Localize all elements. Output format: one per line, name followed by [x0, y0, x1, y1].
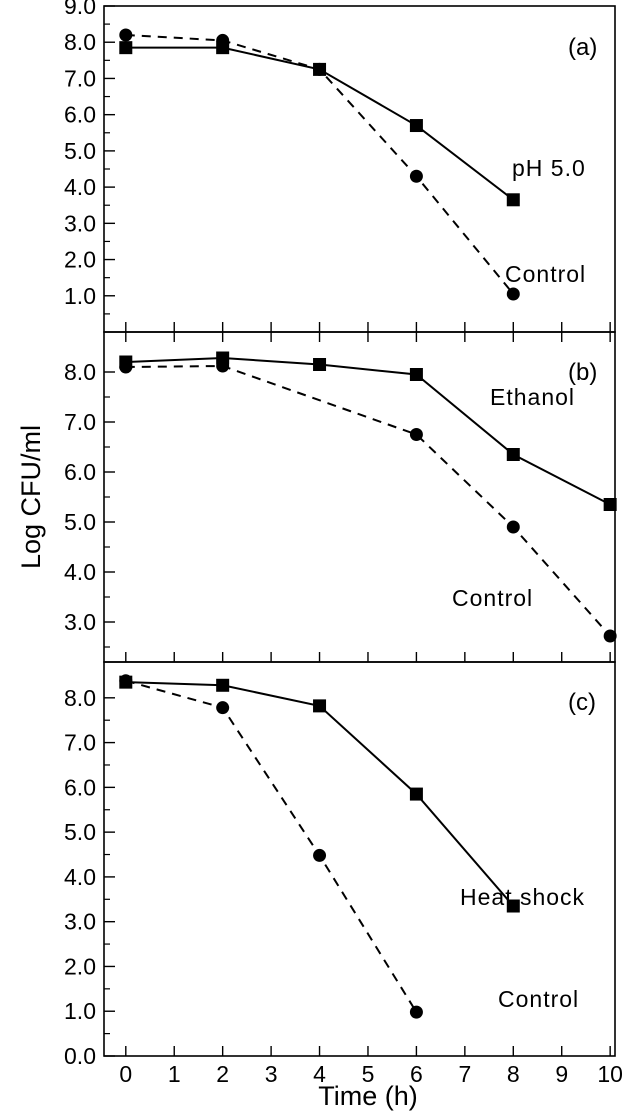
panel-c-y-tick-label: 8.0 — [64, 685, 96, 711]
panel-c-series-line — [125, 681, 515, 907]
panel-c-point — [409, 1005, 423, 1019]
panel-a-y-tick-label: 5.0 — [64, 138, 96, 164]
x-tick-label: 0 — [119, 1061, 132, 1087]
panel-b-y-tick-label: 5.0 — [64, 509, 96, 535]
x-tick-label: 3 — [265, 1061, 278, 1087]
panel-a-point — [506, 193, 520, 207]
panel-a-y-tick-label: 1.0 — [64, 283, 96, 309]
panel-a-point — [409, 169, 423, 183]
panel-b-y-tick-label: 3.0 — [64, 609, 96, 635]
panel-c-series-line — [125, 679, 418, 1013]
panel-b-y-tick-label: 6.0 — [64, 459, 96, 485]
panel-a-series-label: pH 5.0 — [512, 155, 586, 181]
panel-c-point — [313, 848, 327, 862]
panel-b-point — [119, 360, 133, 374]
y-axis-title: Log CFU/ml — [16, 425, 46, 569]
x-tick-label: 8 — [507, 1061, 520, 1087]
panel-c-label: (c) — [568, 689, 596, 716]
panel-a-y-tick-label: 9.0 — [64, 0, 96, 19]
panel-b-point — [506, 448, 520, 461]
panel-c-point — [216, 678, 230, 692]
panel-a-y-tick-label: 6.0 — [64, 102, 96, 128]
panel-b-plot: 3.0 4.0 5.0 6.0 7.0 8.0 Ethanol Control — [64, 332, 617, 662]
panel-c-y-tick-label: 2.0 — [64, 953, 96, 979]
panel-c-point — [216, 701, 230, 715]
panel-a-y-tick-label: 3.0 — [64, 210, 96, 236]
panel-c-plot: 0.0 1.0 2.0 3.0 4.0 5.0 6.0 7.0 8.0 Heat shock Con… — [64, 674, 611, 1069]
panel-b-series-line — [125, 364, 611, 637]
panel-c-y-tick-label: 1.0 — [64, 998, 96, 1024]
panel-c-y-tick-label: 7.0 — [64, 730, 96, 756]
panel-b-point — [506, 520, 520, 534]
panel-a-point — [409, 119, 423, 133]
panel-c-series-label: Control — [498, 986, 579, 1012]
panel-c-y-tick-label: 4.0 — [64, 864, 96, 890]
panel-a-point — [216, 33, 230, 47]
panel-b: (b) 3.0 4.0 5.0 6.0 7.0 8.0 Ethanol Control — [64, 331, 617, 663]
panel-b-series-line — [125, 356, 611, 506]
panel-a-y-tick-label: 7.0 — [64, 65, 96, 91]
x-tick-labels: 0 1 2 3 4 5 6 7 8 9 10 — [119, 1061, 623, 1087]
x-tick-label: 7 — [458, 1061, 471, 1087]
panel-c: (c) 0.0 1.0 2.0 3.0 4.0 5.0 6.0 7.0 8.0 Heat shoc… — [64, 661, 616, 1069]
panel-c-series-label: Heat shock — [460, 884, 585, 910]
panel-c-y-tick-label: 0.0 — [64, 1043, 96, 1069]
panel-a-point — [506, 287, 520, 301]
panel-c-point — [119, 674, 133, 688]
panel-b-point — [409, 368, 423, 381]
x-tick-label: 9 — [555, 1061, 568, 1087]
x-tick-label: 5 — [362, 1061, 375, 1087]
panel-b-point — [603, 498, 617, 511]
panel-a-series-label: Control — [505, 261, 586, 287]
panel-b-point — [409, 428, 423, 441]
panel-a-plot: 1.0 2.0 3.0 4.0 5.0 6.0 7.0 8.0 9.0 pH 5.0 Control — [64, 0, 611, 332]
panel-a: (a) 1.0 2.0 3.0 4.0 5.0 6.0 7.0 8.0 9.0 pH 5.0 Con… — [64, 0, 616, 333]
x-tick-label: 1 — [168, 1061, 181, 1087]
x-axis-title: Time (h) — [318, 1081, 418, 1111]
panel-a-y-tick-label: 8.0 — [64, 29, 96, 55]
panel-b-series-label: Control — [452, 585, 533, 611]
panel-a-y-tick-label: 2.0 — [64, 247, 96, 273]
panel-c-y-tick-label: 3.0 — [64, 909, 96, 935]
panel-b-y-tick-label: 7.0 — [64, 409, 96, 435]
panel-b-frame — [103, 331, 616, 663]
panel-c-point — [506, 899, 520, 913]
x-tick-label: 4 — [313, 1061, 326, 1087]
panel-b-y-tick-label: 4.0 — [64, 559, 96, 585]
panel-b-label: (b) — [568, 359, 597, 386]
panel-c-y-tick-label: 6.0 — [64, 774, 96, 800]
panel-b-series-label: Ethanol — [490, 384, 575, 410]
x-tick-label: 6 — [410, 1061, 423, 1087]
panel-a-y-tick-label: 4.0 — [64, 174, 96, 200]
panel-a-label: (a) — [568, 34, 597, 61]
panel-a-point — [313, 62, 327, 76]
panel-c-point — [313, 699, 327, 713]
x-tick-label: 10 — [597, 1061, 623, 1087]
panel-a-point — [119, 41, 133, 55]
panel-b-point — [603, 629, 617, 643]
panel-c-frame — [103, 661, 616, 1057]
panel-c-y-tick-label: 5.0 — [64, 819, 96, 845]
panel-b-point — [216, 359, 230, 373]
panel-c-point — [409, 787, 423, 801]
panel-b-y-tick-label: 8.0 — [64, 359, 96, 385]
x-tick-label: 2 — [216, 1061, 229, 1087]
panel-b-point — [313, 358, 327, 371]
panel-a-point — [119, 28, 133, 42]
